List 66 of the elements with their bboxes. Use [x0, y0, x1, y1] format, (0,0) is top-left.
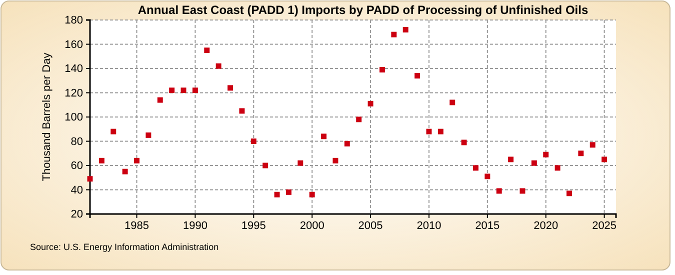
- point: [134, 158, 140, 164]
- y-tick-label: 120: [64, 87, 83, 100]
- point: [543, 152, 549, 158]
- point: [321, 134, 327, 140]
- point: [286, 189, 292, 195]
- point: [332, 158, 338, 164]
- point: [356, 116, 362, 122]
- point: [438, 128, 444, 134]
- y-tick-label: 20: [70, 208, 83, 221]
- point: [590, 142, 596, 148]
- point: [554, 165, 560, 171]
- point: [496, 188, 502, 194]
- point: [344, 140, 350, 146]
- point: [157, 97, 163, 103]
- y-tick-label: 180: [64, 14, 83, 27]
- point: [216, 63, 222, 69]
- point: [228, 85, 234, 91]
- point: [274, 192, 280, 198]
- x-tick-label: 2000: [300, 220, 324, 232]
- point: [566, 190, 572, 196]
- point: [578, 150, 584, 156]
- point: [262, 162, 268, 168]
- y-axis-title: Thousand Barrels per Day: [41, 52, 53, 182]
- point: [484, 174, 490, 180]
- point: [531, 160, 537, 166]
- point: [309, 192, 315, 198]
- point: [98, 158, 104, 164]
- point: [239, 108, 245, 114]
- point: [391, 32, 397, 38]
- x-tick-label: 2015: [475, 220, 500, 232]
- point: [146, 132, 152, 138]
- y-tick-label: 160: [64, 38, 83, 51]
- x-tick-label: 1990: [182, 220, 208, 232]
- y-tick-label: 100: [64, 112, 83, 124]
- y-tick-label: 60: [70, 160, 83, 172]
- point: [180, 88, 186, 94]
- point: [461, 140, 467, 146]
- point: [379, 66, 385, 72]
- point: [602, 156, 608, 162]
- source-note: Source: U.S. Energy Information Administration: [30, 242, 219, 252]
- point: [110, 128, 116, 134]
- point: [204, 48, 210, 54]
- point: [472, 165, 478, 171]
- point: [169, 88, 175, 94]
- x-tick-label: 2020: [534, 220, 558, 232]
- point: [192, 88, 198, 94]
- x-tick-label: 2010: [416, 220, 442, 232]
- point: [520, 188, 526, 194]
- point: [402, 26, 408, 32]
- point: [508, 156, 514, 162]
- x-tick-label: 1985: [124, 220, 149, 232]
- y-tick-label: 40: [70, 184, 83, 196]
- point: [250, 138, 256, 144]
- x-tick-label: 2025: [592, 220, 617, 232]
- point: [368, 100, 374, 106]
- y-tick-label: 80: [70, 136, 83, 148]
- point: [298, 160, 304, 166]
- point: [122, 168, 128, 174]
- point: [426, 128, 432, 134]
- point: [87, 176, 93, 182]
- y-tick-label: 140: [64, 63, 83, 76]
- chart-title: Annual East Coast (PADD 1) Imports by PADD of Processing of Unfinished Oils: [138, 3, 588, 17]
- x-tick-label: 2005: [358, 220, 383, 232]
- point: [414, 73, 420, 79]
- point: [450, 100, 456, 106]
- x-tick-label: 1995: [241, 220, 266, 232]
